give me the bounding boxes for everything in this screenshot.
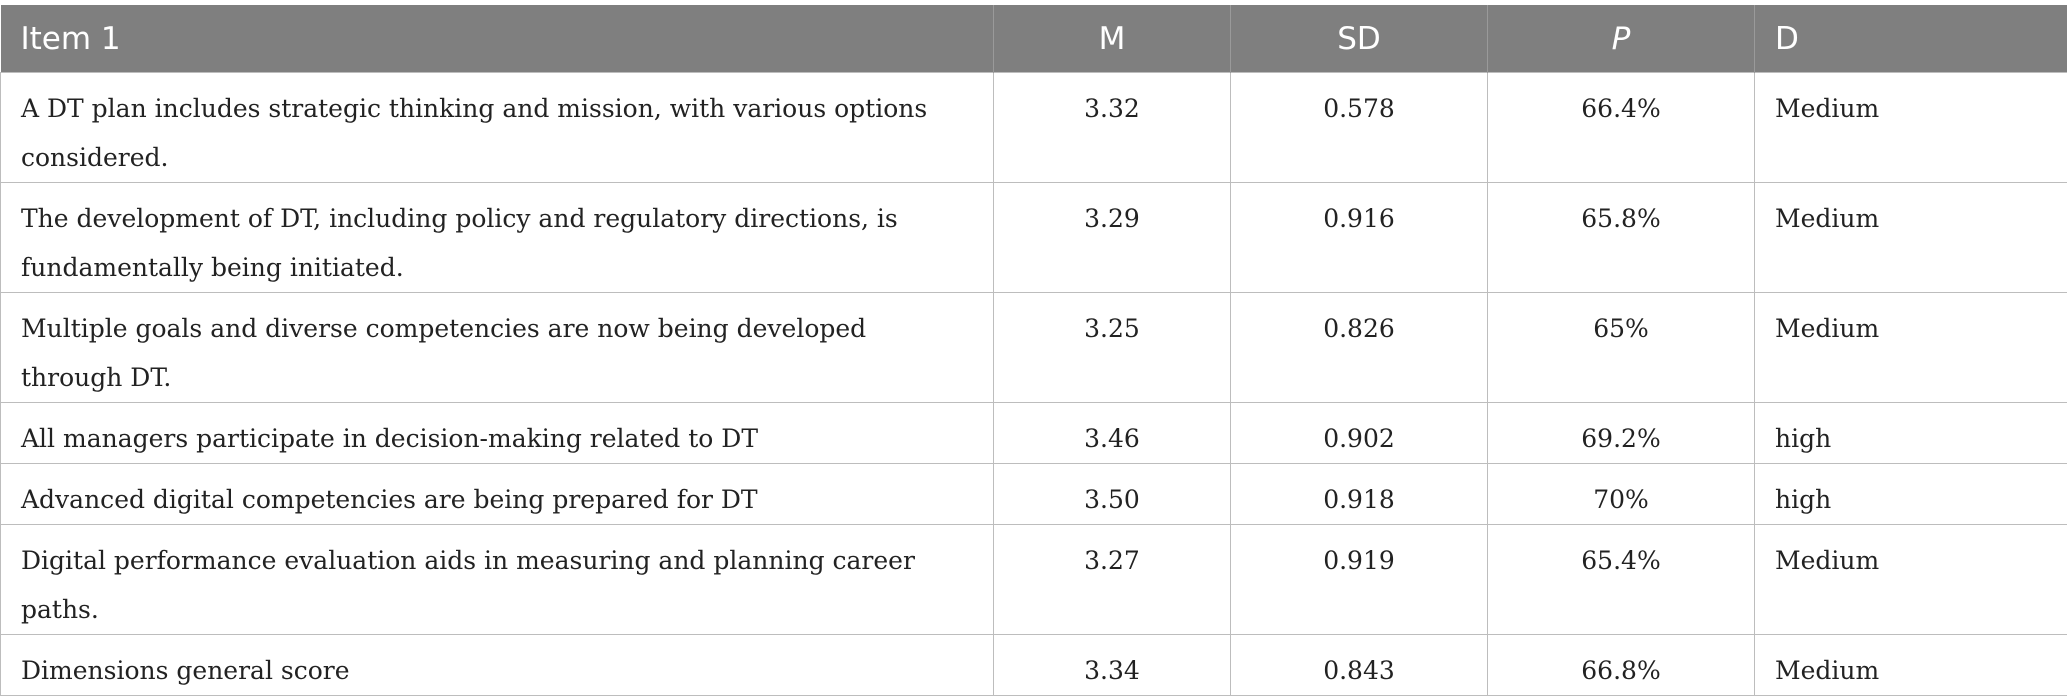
p-cell: 66.8% [1488, 635, 1755, 696]
table-row: A DT plan includes strategic thinking an… [1, 73, 2067, 183]
table-row: All managers participate in decision-mak… [1, 403, 2067, 464]
header-p: P [1488, 5, 1755, 73]
d-cell: high [1755, 403, 2067, 464]
item-cell: A DT plan includes strategic thinking an… [1, 73, 994, 183]
sd-cell: 0.918 [1231, 464, 1488, 525]
item-cell: All managers participate in decision-mak… [1, 403, 994, 464]
item-cell: Dimensions general score [1, 635, 994, 696]
p-cell: 65.4% [1488, 525, 1755, 635]
p-cell: 65% [1488, 293, 1755, 403]
item-cell: Advanced digital competencies are being … [1, 464, 994, 525]
table-row: The development of DT, including policy … [1, 183, 2067, 293]
d-cell: Medium [1755, 525, 2067, 635]
mean-cell: 3.50 [994, 464, 1231, 525]
sd-cell: 0.843 [1231, 635, 1488, 696]
mean-cell: 3.46 [994, 403, 1231, 464]
item-cell: Multiple goals and diverse competencies … [1, 293, 994, 403]
mean-cell: 3.25 [994, 293, 1231, 403]
p-cell: 65.8% [1488, 183, 1755, 293]
table-row: Multiple goals and diverse competencies … [1, 293, 2067, 403]
table-row: Digital performance evaluation aids in m… [1, 525, 2067, 635]
p-cell: 70% [1488, 464, 1755, 525]
d-cell: Medium [1755, 183, 2067, 293]
item-cell: Digital performance evaluation aids in m… [1, 525, 994, 635]
header-item: Item 1 [1, 5, 994, 73]
mean-cell: 3.34 [994, 635, 1231, 696]
item-cell: The development of DT, including policy … [1, 183, 994, 293]
sd-cell: 0.826 [1231, 293, 1488, 403]
d-cell: Medium [1755, 635, 2067, 696]
p-cell: 66.4% [1488, 73, 1755, 183]
sd-cell: 0.919 [1231, 525, 1488, 635]
sd-cell: 0.916 [1231, 183, 1488, 293]
header-row: Item 1 M SD P D [1, 5, 2067, 73]
header-mean: M [994, 5, 1231, 73]
mean-cell: 3.27 [994, 525, 1231, 635]
p-cell: 69.2% [1488, 403, 1755, 464]
mean-cell: 3.32 [994, 73, 1231, 183]
sd-cell: 0.902 [1231, 403, 1488, 464]
table-row: Advanced digital competencies are being … [1, 464, 2067, 525]
header-d: D [1755, 5, 2067, 73]
summary-row: Dimensions general score 3.34 0.843 66.8… [1, 635, 2067, 696]
results-table: Item 1 M SD P D A DT plan includes strat… [0, 5, 2067, 696]
header-sd: SD [1231, 5, 1488, 73]
sd-cell: 0.578 [1231, 73, 1488, 183]
mean-cell: 3.29 [994, 183, 1231, 293]
d-cell: high [1755, 464, 2067, 525]
d-cell: Medium [1755, 293, 2067, 403]
d-cell: Medium [1755, 73, 2067, 183]
